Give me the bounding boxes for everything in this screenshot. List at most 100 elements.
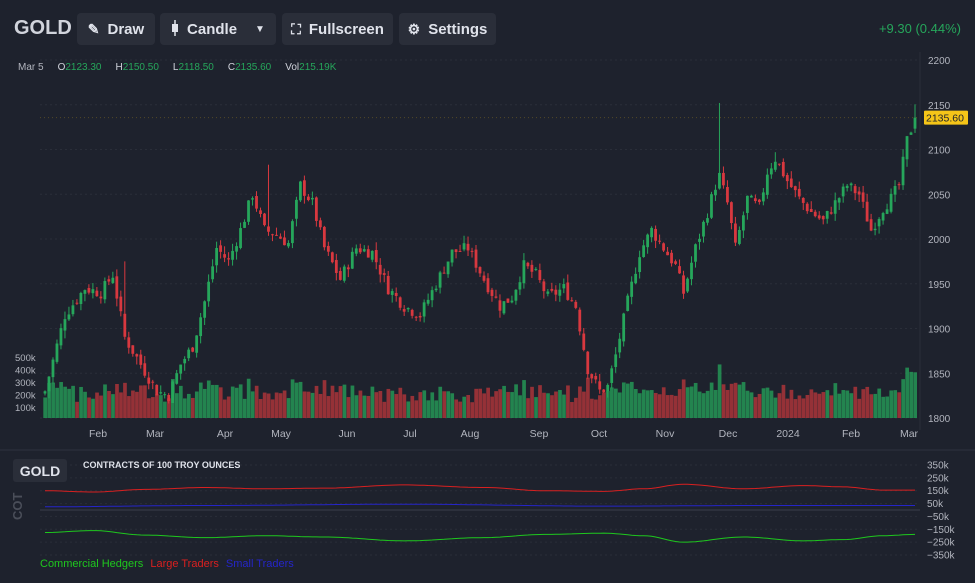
legend-small[interactable]: Small Traders <box>225 558 294 570</box>
volume-bar <box>290 379 295 418</box>
volume-bar <box>418 392 423 418</box>
candle-body <box>785 175 789 182</box>
volume-bar <box>282 390 287 418</box>
candle-body <box>183 358 187 364</box>
volume-bar <box>298 381 303 418</box>
candle-body <box>626 295 630 311</box>
price-change: +9.30 (0.44%) <box>878 21 961 36</box>
candle-body <box>358 248 362 253</box>
legend-large[interactable]: Large Traders <box>150 558 219 570</box>
volume-bar <box>438 386 443 418</box>
candle-body <box>47 376 51 392</box>
volume-bar <box>310 392 315 418</box>
candle-body <box>442 272 446 274</box>
settings-button[interactable]: ⚙ Settings <box>399 13 496 45</box>
candle-body <box>450 249 454 263</box>
volume-bar <box>274 392 279 418</box>
candle-body <box>538 270 542 281</box>
candle-body <box>227 258 230 260</box>
volume-bar <box>845 390 850 418</box>
candle-body <box>634 273 638 284</box>
chart-type-dropdown[interactable]: Candle ▼ <box>160 13 276 45</box>
draw-button[interactable]: ✎ Draw <box>77 13 155 45</box>
candle-body <box>462 243 466 250</box>
candle-body <box>905 136 909 160</box>
candle-body <box>354 248 358 254</box>
settings-label: Settings <box>428 20 488 38</box>
candle-body <box>781 161 785 177</box>
symbol-title[interactable]: GOLD <box>14 17 72 39</box>
candle-body <box>303 180 306 196</box>
candle-body <box>111 277 115 283</box>
volume-bar <box>909 371 914 418</box>
fullscreen-button[interactable]: ⛶ Fullscreen <box>282 13 393 45</box>
volume-bar <box>346 397 351 418</box>
candle-body <box>91 289 95 294</box>
time-tick-label: Jun <box>339 428 356 440</box>
volume-tick-label: 200k <box>15 391 36 402</box>
price-tick-label: 2100 <box>928 146 951 157</box>
volume-bar <box>574 397 578 418</box>
candle-body <box>342 266 346 281</box>
volume-bar <box>649 390 654 418</box>
candle-body <box>598 381 602 390</box>
candle-body <box>362 249 366 252</box>
chevron-down-icon: ▼ <box>255 23 265 35</box>
volume-bar <box>801 398 806 418</box>
volume-bar <box>829 395 834 418</box>
volume-bar <box>218 387 223 418</box>
candle-body <box>829 212 833 214</box>
candle-body <box>494 296 498 298</box>
candle-body <box>55 343 59 362</box>
cot-symbol-badge[interactable]: GOLD <box>13 459 67 482</box>
candle-body <box>797 188 801 197</box>
candle-body <box>857 191 861 195</box>
low-value: 2118.50 <box>178 62 214 73</box>
volume-bar <box>119 392 123 418</box>
candle-body <box>614 354 618 367</box>
fullscreen-icon: ⛶ <box>291 20 301 37</box>
time-tick-label: Mar <box>900 428 919 440</box>
volume-bar <box>202 388 207 418</box>
candle-body <box>67 314 71 320</box>
volume-bar <box>621 382 626 418</box>
candle-body <box>738 230 741 244</box>
candle-body <box>366 249 370 258</box>
time-tick-label: Feb <box>842 428 860 440</box>
candle-body <box>706 218 709 223</box>
volume-bar <box>210 384 215 418</box>
volume-bar <box>645 390 650 418</box>
price-tick-label: 2000 <box>928 235 951 246</box>
legend-commercial[interactable]: Commercial Hedgers <box>40 558 144 570</box>
volume-bar <box>378 390 383 418</box>
candle-body <box>478 267 482 274</box>
candle-body <box>470 250 474 252</box>
volume-bar <box>127 396 131 418</box>
candle-body <box>534 268 538 270</box>
candle-body <box>670 252 673 264</box>
volume-bar <box>873 393 878 418</box>
volume-bar <box>206 380 211 418</box>
volume-bar <box>797 395 802 418</box>
cot-series-line <box>45 483 915 493</box>
volume-bar <box>805 394 810 418</box>
volume-bar <box>546 393 550 418</box>
volume-bar <box>338 386 343 418</box>
volume-bar <box>326 396 331 418</box>
candle-body <box>562 284 566 289</box>
candle-body <box>243 221 246 228</box>
volume-bar <box>709 382 714 418</box>
candle-body <box>650 227 654 238</box>
open-label: O <box>57 62 66 73</box>
candle-body <box>773 161 777 170</box>
candle-body <box>805 203 809 212</box>
cot-series-line <box>45 503 915 508</box>
candle-body <box>542 281 546 292</box>
volume-bar <box>821 392 826 418</box>
volume-bar <box>410 395 415 418</box>
volume-bar <box>550 395 554 418</box>
cot-tick-label: −150k <box>927 525 956 536</box>
volume-bar <box>506 391 510 418</box>
volume-bar <box>362 395 367 418</box>
